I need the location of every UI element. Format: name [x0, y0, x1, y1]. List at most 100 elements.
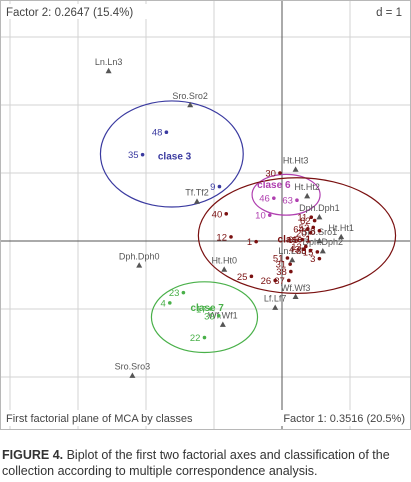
observation-label: 43: [289, 245, 300, 256]
observation-point: [301, 247, 306, 251]
observation-label: 13: [291, 242, 302, 253]
observation-label: 38: [276, 267, 287, 278]
modality-label: Lf.Lf7: [264, 294, 287, 304]
observation-label: 46: [259, 194, 270, 205]
modality-marker: [292, 166, 299, 172]
modality-label: Ht.Ht2: [294, 182, 320, 192]
observation-point: [217, 184, 222, 189]
observation-point: [287, 278, 291, 283]
modality-marker: [316, 214, 323, 220]
observation-point: [254, 239, 258, 244]
observation-label: 35: [128, 150, 139, 161]
observation-point: [224, 212, 229, 216]
modality-label: Sro.Sro2: [172, 91, 208, 101]
modality-label: Ht.Ht0: [211, 256, 237, 266]
title-right: d = 1: [376, 7, 402, 19]
modality-label: Dph.Dph2: [303, 237, 344, 247]
observation-point: [164, 130, 169, 134]
observation-label: 30: [265, 169, 276, 180]
observation-point: [208, 307, 213, 311]
observation-label: 39: [204, 311, 215, 322]
xlabel: Factor 1: 0.3516 (20.5%): [283, 413, 405, 425]
grid: [1, 1, 410, 429]
class-name-label: clase 7: [191, 303, 225, 314]
class-name-label: clase 3: [158, 151, 192, 162]
observation-point: [306, 226, 310, 231]
observation-point: [308, 248, 313, 253]
class-ellipse: [99, 100, 244, 208]
observation-label: 23: [169, 288, 180, 299]
observation-point: [300, 237, 305, 242]
marks: Ln.Ln3 Sro.Sro2 Ht.Ht3 Ht.Ht2 Tf.Tf2 Dph.Dph1…: [95, 57, 354, 378]
xlabel-bg: [262, 410, 408, 426]
observation-label: 17: [196, 305, 207, 316]
observation-point: [181, 290, 186, 295]
observation-point: [272, 196, 276, 200]
observation-label: 12: [216, 232, 227, 243]
observation-label: 31: [276, 260, 287, 271]
modality-label: Ht.Ht1: [328, 223, 354, 233]
modality-marker: [219, 321, 226, 327]
observation-point: [289, 269, 293, 274]
observation-point: [317, 256, 322, 261]
observation-label: 3: [310, 254, 315, 265]
observation-label: 1: [247, 237, 252, 248]
observation-label: 15: [303, 247, 314, 258]
observation-point: [317, 229, 322, 233]
modality-marker: [187, 101, 194, 108]
observation-label: 40: [212, 209, 223, 220]
class-ellipse: [150, 281, 259, 354]
modality-marker: [338, 233, 345, 240]
observation-point: [216, 314, 221, 318]
modality-marker: [136, 262, 143, 268]
observation-point: [304, 244, 308, 249]
observation-label: 22: [190, 333, 201, 344]
observation-label: 63: [282, 196, 293, 207]
modality-marker: [272, 304, 279, 310]
observation-label: 52: [299, 223, 310, 234]
observation-point: [312, 218, 317, 223]
mca-biplot: Ln.Ln3 Sro.Sro2 Ht.Ht3 Ht.Ht2 Tf.Tf2 Dph.Dph1…: [0, 0, 411, 430]
observation-label: 64: [293, 224, 304, 235]
observation-point: [168, 301, 172, 305]
observation-label: 51: [273, 254, 284, 265]
modality-label: Dph.Dph1: [299, 203, 340, 213]
modality-marker: [292, 293, 299, 299]
modality-label: Sro.Sro3: [115, 362, 151, 372]
title-left-bg: [4, 4, 150, 19]
bottom-left-label-bg: [4, 410, 200, 426]
observation-point: [140, 152, 145, 157]
observation-label: 4: [161, 298, 166, 309]
modality-label: Ln.Ln5: [278, 246, 306, 256]
caption-text: Biplot of the first two factorial axes a…: [2, 448, 390, 478]
modality-marker: [194, 198, 200, 204]
modality-label: Wf.Wf1: [208, 311, 238, 321]
modality-marker: [129, 372, 136, 378]
modality-label: Ht.Ht3: [283, 156, 309, 166]
observation-point: [311, 225, 316, 230]
class-ellipses: [99, 100, 397, 354]
class-name-label: clase 6: [257, 180, 291, 191]
observation-point: [273, 278, 278, 283]
modality-marker: [289, 256, 296, 263]
observation-label: 10: [255, 211, 266, 222]
modality-marker: [105, 67, 112, 74]
observation-point: [202, 335, 207, 340]
observation-label: 9: [210, 182, 215, 193]
observation-point: [308, 231, 313, 235]
observation-label: 66: [296, 246, 307, 257]
modality-marker: [319, 248, 326, 254]
class-ellipse: [197, 177, 397, 294]
observation-point: [278, 171, 282, 175]
observation-label: 11: [297, 213, 307, 224]
modality-marker: [316, 237, 323, 244]
class-ellipse: [251, 173, 321, 216]
modality-label: Dph.Dph0: [119, 251, 160, 261]
bottom-left-label: First factorial plane of MCA by classes: [6, 413, 193, 425]
observation-label: 20: [296, 228, 307, 239]
observation-label: 37: [274, 276, 285, 287]
title-left: Factor 2: 0.2647 (15.4%): [6, 7, 133, 19]
observation-label: 48: [152, 128, 163, 139]
observation-label: 62: [300, 216, 311, 227]
modality-label: Wf.Wf3: [281, 283, 311, 293]
